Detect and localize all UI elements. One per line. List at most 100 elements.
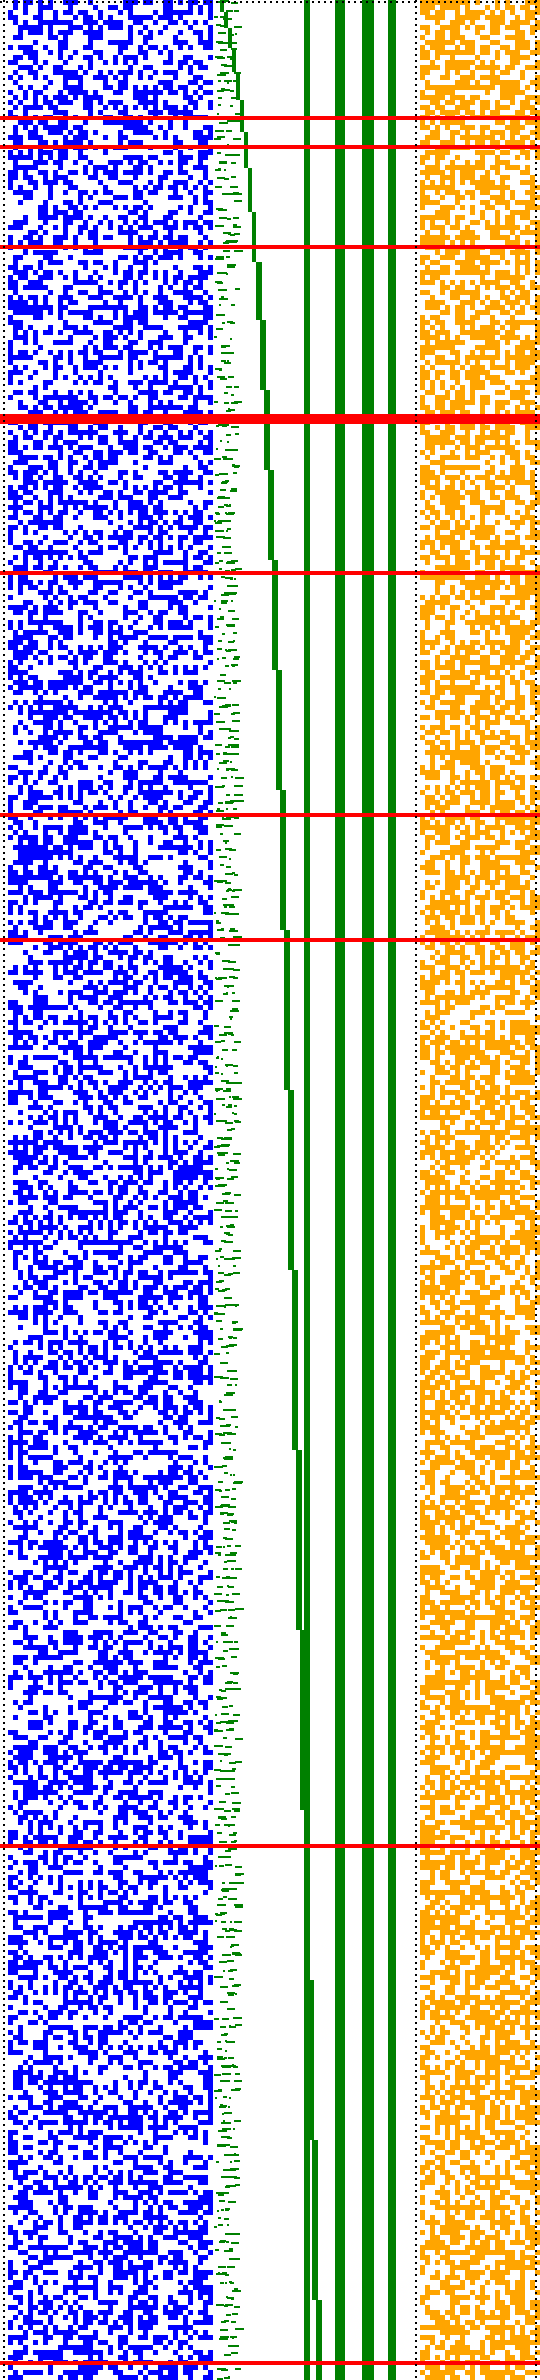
blue-noise-cell (8, 795, 13, 800)
blue-noise-cell (23, 170, 28, 175)
blue-noise-cell (63, 550, 68, 555)
blue-noise-cell (38, 1145, 43, 1150)
blue-noise-cell (203, 1215, 208, 1220)
blue-noise-cell (8, 585, 13, 590)
blue-noise-cell (58, 630, 63, 635)
blue-noise-cell (93, 955, 98, 960)
blue-noise-cell (203, 310, 208, 315)
blue-noise-cell (143, 125, 148, 130)
blue-noise-cell (123, 1100, 128, 1105)
blue-noise-cell (18, 335, 23, 340)
blue-noise-cell (143, 860, 148, 865)
blue-noise-cell (58, 125, 63, 130)
blue-noise-cell (68, 945, 73, 950)
blue-noise-cell (138, 825, 143, 830)
blue-noise-cell (73, 1155, 78, 1160)
blue-noise-cell (48, 795, 53, 800)
blue-noise-cell (18, 380, 23, 385)
blue-noise-cell (53, 365, 58, 370)
blue-noise-cell (173, 720, 178, 725)
blue-noise-cell (33, 1035, 38, 1040)
blue-noise-cell (168, 1275, 173, 1280)
blue-noise-cell (183, 565, 188, 570)
blue-noise-cell (18, 685, 23, 690)
blue-noise-cell (193, 810, 198, 815)
blue-noise-cell (58, 765, 63, 770)
blue-noise-cell (93, 895, 98, 900)
blue-noise-cell (133, 1070, 138, 1075)
blue-noise-cell (18, 690, 23, 695)
blue-noise-cell (93, 855, 98, 860)
blue-noise-cell (103, 700, 108, 705)
blue-noise-cell (148, 635, 153, 640)
blue-noise-cell (178, 1040, 183, 1045)
blue-noise-cell (148, 520, 153, 525)
blue-noise-cell (88, 535, 93, 540)
blue-noise-cell (93, 500, 98, 505)
blue-noise-cell (43, 735, 48, 740)
blue-noise-cell (178, 650, 183, 655)
blue-noise-cell (48, 1275, 53, 1280)
blue-noise-cell (203, 1240, 208, 1245)
blue-noise-cell (198, 390, 203, 395)
blue-noise-cell (178, 255, 183, 260)
blue-noise-cell (43, 795, 48, 800)
blue-noise-cell (158, 695, 163, 700)
blue-noise-cell (143, 1255, 148, 1260)
blue-noise-cell (23, 1030, 28, 1035)
blue-noise-cell (93, 650, 98, 655)
blue-noise-cell (58, 150, 63, 155)
blue-noise-cell (73, 410, 78, 415)
blue-noise-cell (103, 790, 108, 795)
blue-noise-cell (133, 1220, 138, 1225)
blue-noise-cell (83, 55, 88, 60)
blue-noise-cell (83, 1215, 88, 1220)
blue-noise-cell (198, 215, 203, 220)
blue-noise-cell (188, 530, 193, 535)
blue-noise-cell (18, 635, 23, 640)
blue-noise-cell (23, 510, 28, 515)
blue-noise-cell (48, 1220, 53, 1225)
blue-noise-cell (128, 805, 133, 810)
blue-noise-cell (48, 735, 53, 740)
blue-noise-cell (68, 580, 73, 585)
blue-noise-cell (8, 825, 13, 830)
blue-noise-cell (153, 980, 158, 985)
blue-noise-cell (63, 340, 68, 345)
blue-noise-cell (68, 1135, 73, 1140)
blue-noise-cell (178, 880, 183, 885)
blue-noise-cell (188, 1270, 193, 1275)
blue-noise-cell (168, 700, 173, 705)
blue-noise-cell (53, 485, 58, 490)
blue-noise-cell (198, 945, 203, 950)
blue-noise-cell (23, 1215, 28, 1220)
blue-noise-cell (203, 45, 208, 50)
blue-noise-cell (168, 585, 173, 590)
blue-noise-cell (123, 815, 128, 820)
blue-noise-cell (178, 350, 183, 355)
blue-noise-cell (163, 580, 168, 585)
blue-noise-cell (128, 1180, 133, 1185)
blue-noise-cell (123, 770, 128, 775)
blue-noise-cell (138, 1215, 143, 1220)
blue-noise-cell (58, 830, 63, 835)
blue-noise-cell (78, 1070, 83, 1075)
blue-noise-cell (33, 545, 38, 550)
blue-noise-cell (18, 825, 23, 830)
blue-noise-cell (108, 1165, 113, 1170)
blue-noise-cell (68, 335, 73, 340)
blue-noise-cell (163, 945, 168, 950)
blue-noise-cell (183, 1075, 188, 1080)
blue-noise-cell (178, 805, 183, 810)
blue-noise-cell (28, 740, 33, 745)
blue-noise-cell (38, 630, 43, 635)
blue-noise-cell (183, 20, 188, 25)
blue-noise-cell (18, 650, 23, 655)
blue-noise-cell (128, 370, 133, 375)
blue-noise-cell (68, 830, 73, 835)
blue-noise-cell (178, 495, 183, 500)
blue-noise-cell (28, 230, 33, 235)
blue-noise-cell (128, 30, 133, 35)
blue-noise-cell (203, 900, 208, 905)
blue-noise-cell (123, 495, 128, 500)
